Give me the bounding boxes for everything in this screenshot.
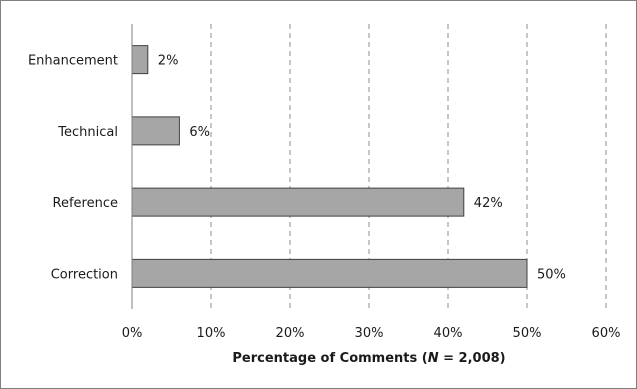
category-label: Reference [53, 196, 118, 211]
category-label: Correction [51, 267, 118, 282]
category-label: Technical [57, 125, 118, 140]
x-tick-label: 60% [592, 326, 621, 341]
data-label: 6% [189, 125, 210, 140]
data-labels: 2% 6% 42% 50% [158, 54, 566, 283]
x-tick-label: 30% [355, 326, 384, 341]
bar-reference [131, 187, 465, 217]
category-label: Enhancement [28, 54, 118, 69]
bar-correction [131, 258, 528, 288]
x-tick-label: 50% [513, 326, 542, 341]
data-label: 50% [537, 267, 566, 282]
x-axis-title: Percentage of Comments (N = 2,008) [232, 351, 505, 366]
x-tick-labels: 0% 10% 20% 30% 40% 50% 60% [122, 326, 621, 341]
x-tick-label: 10% [197, 326, 226, 341]
category-labels: Enhancement Technical Reference Correction [28, 54, 118, 283]
data-label: 2% [158, 54, 179, 69]
bars [131, 45, 528, 288]
x-tick-label: 0% [122, 326, 143, 341]
bar-technical [131, 116, 180, 146]
bar-enhancement [131, 45, 149, 75]
x-tick-label: 40% [434, 326, 463, 341]
x-tick-label: 20% [276, 326, 305, 341]
data-label: 42% [474, 196, 503, 211]
